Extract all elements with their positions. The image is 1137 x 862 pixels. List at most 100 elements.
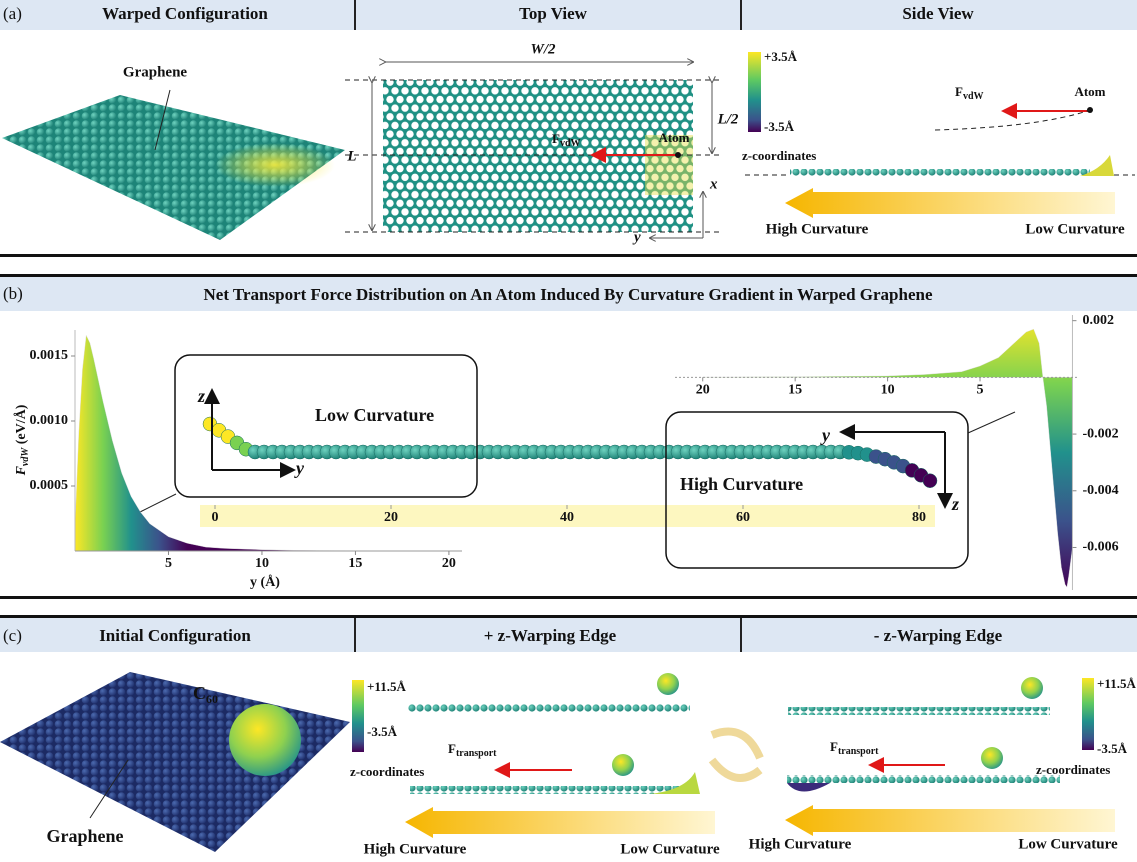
pointer	[154, 89, 171, 151]
panel-header: Side View	[902, 4, 974, 23]
c60	[657, 673, 679, 695]
header-bar	[0, 618, 1137, 652]
axis-label: x	[709, 176, 718, 192]
x-tick-label: 20	[696, 383, 710, 398]
colorbar-max: +11.5Å	[1097, 676, 1136, 691]
force-label: FvdW	[552, 131, 581, 149]
graphene-label: Graphene	[46, 826, 123, 846]
force-label: Ftransport	[830, 739, 879, 757]
swap-arrow	[708, 757, 763, 782]
panel-header: Top View	[519, 4, 588, 23]
side-strip-edge	[1080, 155, 1114, 176]
panel-border	[0, 615, 1137, 618]
low-curvature: Low Curvature	[620, 841, 720, 857]
colorbar-min: -3.5Å	[1097, 741, 1128, 756]
trajectory	[934, 109, 1091, 131]
axis-label: y	[632, 229, 641, 245]
high-curvature: High Curvature	[364, 841, 467, 857]
curvature-arrow	[785, 805, 1115, 836]
molecule-label: C60	[193, 683, 218, 706]
colorbar-max: +3.5Å	[764, 49, 798, 64]
force-label: FvdW	[955, 84, 984, 102]
panel-header: + z-Warping Edge	[484, 626, 617, 645]
axis-label: y	[294, 458, 305, 478]
x-tick-label: 5	[165, 556, 172, 571]
x-tick-label: 15	[348, 556, 362, 571]
header-bar	[0, 0, 1137, 30]
warped-edge	[215, 143, 335, 187]
panel-header: - z-Warping Edge	[874, 626, 1003, 645]
force-label: Ftransport	[448, 741, 497, 759]
colorbar-title: z-coordinates	[742, 148, 816, 163]
x-tick-label: 15	[788, 383, 802, 398]
axis-label: z	[197, 386, 205, 406]
zoom-box	[665, 411, 969, 569]
strip	[788, 707, 1050, 715]
colorbar-min: -3.5Å	[764, 119, 795, 134]
side-strip	[790, 169, 1090, 176]
x-tick-label: 10	[255, 556, 269, 571]
strip-tick-label: 40	[560, 510, 574, 525]
y-tick-label: 0.002	[1082, 313, 1114, 328]
length-label: L	[346, 148, 356, 164]
panel-label: (c)	[3, 626, 22, 645]
panel-label: (b)	[3, 284, 23, 303]
panel-c: (c) Initial Configuration + z-Warping Ed…	[0, 618, 1137, 857]
panel-header: Initial Configuration	[99, 626, 251, 645]
colorbar	[352, 680, 364, 752]
panel-header: Warped Configuration	[102, 4, 268, 23]
y-tick-label: -0.002	[1082, 426, 1118, 441]
colorbar-max: +11.5Å	[367, 679, 406, 694]
strip	[410, 786, 690, 794]
c60	[229, 704, 301, 776]
panel-a: (a) Warped Configuration Top View Side V…	[0, 0, 1137, 245]
c60	[1021, 677, 1043, 699]
panel-b: (b) Net Transport Force Distribution on …	[0, 277, 1137, 590]
y-tick-label: 0.0015	[30, 348, 69, 363]
pointer	[89, 759, 129, 819]
y-tick-label: -0.006	[1082, 540, 1118, 555]
y-tick-label: -0.004	[1082, 483, 1118, 498]
y-tick-label: 0.0005	[30, 478, 69, 493]
y-axis-label: FvdW (eV/Å)	[13, 404, 31, 476]
atom-label: Atom	[1074, 84, 1105, 99]
warped-edge	[787, 783, 830, 792]
panel-title: Net Transport Force Distribution on An A…	[204, 285, 933, 304]
curvature-arrow	[405, 807, 715, 838]
atom-dot	[675, 152, 681, 158]
warped-sheet	[2, 95, 345, 240]
flat-sheet	[0, 672, 350, 852]
c60	[612, 754, 634, 776]
strip-tick-label: 0	[212, 510, 219, 525]
header-bar	[0, 277, 1137, 311]
axis-label: y	[820, 425, 831, 445]
x-tick-label: 10	[881, 383, 895, 398]
atom	[922, 473, 938, 488]
strip	[787, 775, 1060, 783]
graphene-label: Graphene	[123, 64, 188, 80]
area	[74, 334, 449, 552]
strip-axis-band	[200, 505, 935, 527]
high-curvature: High Curvature	[749, 836, 852, 852]
area	[702, 328, 1073, 588]
axis-label: z	[951, 494, 959, 514]
high-curvature: High Curvature	[680, 474, 803, 494]
atom-label: Atom	[658, 130, 689, 145]
colorbar-min: -3.5Å	[367, 724, 398, 739]
top-view-edge	[645, 135, 693, 195]
strip	[408, 704, 690, 712]
half-length-label: L/2	[717, 111, 739, 127]
c60	[981, 747, 1003, 769]
x-tick-label: 20	[442, 556, 456, 571]
low-curvature: Low Curvature	[1025, 221, 1125, 237]
strip-tick-label: 80	[912, 510, 926, 525]
panel-label: (a)	[3, 4, 22, 23]
x-tick-label: 5	[977, 383, 984, 398]
strip-tick-label: 60	[736, 510, 750, 525]
warped-edge	[650, 772, 700, 794]
strip-tick-label: 20	[384, 510, 398, 525]
zoom-box	[174, 354, 478, 498]
swap-arrow	[710, 727, 764, 760]
curvature-arrow	[785, 188, 1115, 218]
x-axis-label: y (Å)	[250, 574, 280, 590]
